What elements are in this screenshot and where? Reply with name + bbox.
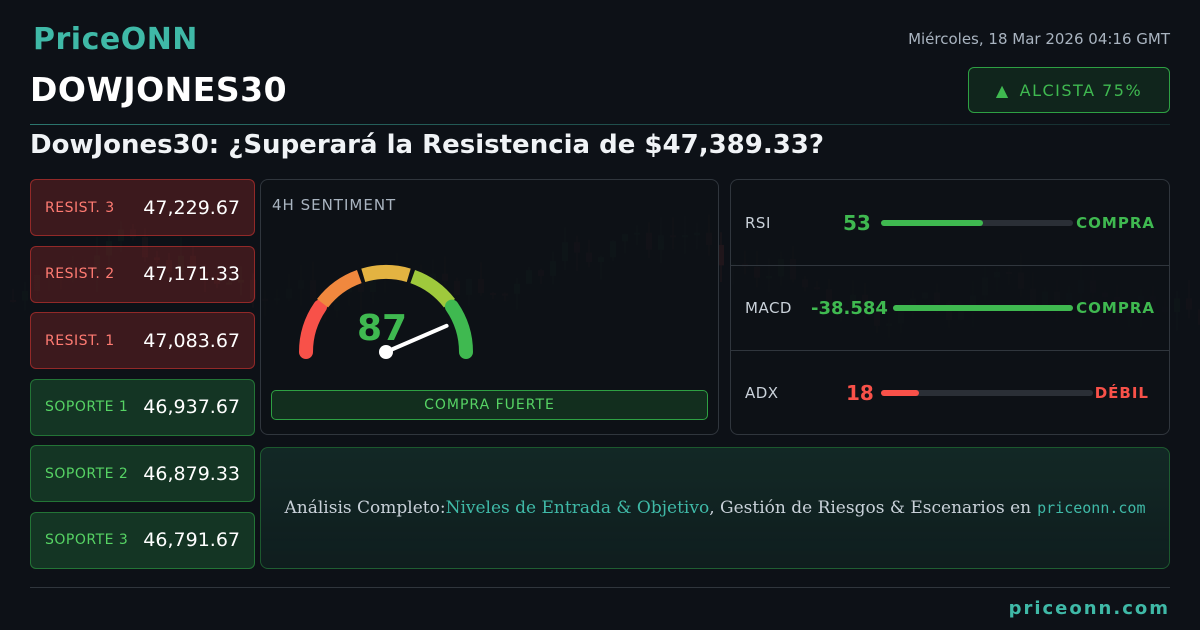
indicator-signal: COMPRA — [1076, 299, 1155, 317]
symbol-title: DOWJONES30 — [30, 70, 288, 109]
gauge-needle — [384, 323, 449, 354]
indicator-signal: DÉBIL — [1094, 384, 1149, 402]
level-value: 47,083.67 — [143, 329, 240, 352]
level-value: 46,937.67 — [143, 396, 240, 419]
gauge-segment — [316, 269, 362, 308]
cta-highlight: Niveles de Entrada & Objetivo — [445, 498, 710, 518]
indicator-signal: COMPRA — [1076, 213, 1155, 232]
level-name: RESIST. 3 — [45, 199, 115, 216]
level-resist-1: RESIST. 1 47,083.67 — [30, 312, 255, 370]
indicator-fill — [881, 390, 920, 396]
indicator-adx: ADX 18 DÉBIL — [731, 350, 1169, 435]
level-value: 46,791.67 — [143, 529, 240, 552]
indicator-rsi: RSI 53 COMPRA — [731, 180, 1169, 265]
indicator-value: 18 — [846, 381, 874, 405]
level-value: 47,171.33 — [143, 263, 240, 286]
sentiment-title: 4H SENTIMENT — [272, 196, 397, 214]
footer-divider — [30, 587, 1170, 588]
indicators-panel: RSI 53 COMPRA MACD -38.584 COMPRA ADX 18… — [730, 179, 1170, 435]
bias-label: ALCISTA 75% — [1019, 80, 1143, 100]
level-name: SOPORTE 2 — [45, 465, 129, 482]
sentiment-panel: 4H SENTIMENT 87 COMPRA FUERTE — [260, 179, 719, 435]
level-resist-2: RESIST. 2 47,171.33 — [30, 245, 255, 303]
level-value: 47,229.67 — [143, 196, 240, 219]
cta-middle: , Gestión de Riesgos & Escenarios en — [709, 498, 1032, 518]
level-value: 46,879.33 — [143, 462, 240, 485]
gauge-segment — [361, 265, 411, 283]
triangle-up-icon: ▲ — [995, 80, 1010, 100]
indicator-track — [881, 219, 1073, 226]
indicator-track — [881, 390, 1093, 396]
levels-list: RESIST. 3 47,229.67 RESIST. 2 47,171.33 … — [30, 179, 255, 579]
level-resist-3: RESIST. 3 47,229.67 — [30, 179, 255, 236]
cta-site-link[interactable]: priceonn.com — [1037, 499, 1146, 517]
cta-banner[interactable]: Análisis Completo: Niveles de Entrada & … — [260, 447, 1170, 569]
gauge-segment — [444, 299, 473, 359]
indicator-fill — [881, 219, 983, 226]
indicator-value: -38.584 — [811, 297, 888, 319]
headline: DowJones30: ¿Superará la Resistencia de … — [30, 130, 824, 160]
level-name: SOPORTE 1 — [45, 399, 129, 416]
level-support-3: SOPORTE 3 46,791.67 — [30, 511, 255, 569]
footer-site-link[interactable]: priceonn.com — [1008, 598, 1170, 619]
level-name: RESIST. 1 — [45, 332, 115, 349]
bias-badge: ▲ ALCISTA 75% — [968, 67, 1170, 113]
gauge-hub — [379, 345, 393, 359]
cta-prefix: Análisis Completo: — [284, 498, 446, 518]
header-divider — [30, 124, 1170, 125]
level-support-2: SOPORTE 2 46,879.33 — [30, 445, 255, 503]
indicator-macd: MACD -38.584 COMPRA — [731, 265, 1169, 350]
indicator-track — [893, 305, 1073, 311]
sentiment-label: COMPRA FUERTE — [271, 390, 708, 420]
sentiment-gauge — [299, 265, 473, 359]
sentiment-value: 87 — [357, 308, 408, 349]
brand-logo: PriceONN — [33, 22, 198, 57]
gauge-segment — [410, 269, 456, 308]
indicator-fill — [893, 305, 1073, 311]
gauge-segment — [299, 299, 328, 359]
indicator-value: 53 — [843, 210, 871, 235]
level-support-1: SOPORTE 1 46,937.67 — [30, 378, 255, 436]
level-name: SOPORTE 3 — [45, 532, 129, 549]
timestamp: Miércoles, 18 Mar 2026 04:16 GMT — [908, 30, 1170, 48]
indicator-name: MACD — [745, 299, 792, 317]
level-name: RESIST. 2 — [45, 266, 115, 283]
indicator-name: ADX — [745, 384, 779, 402]
indicator-name: RSI — [745, 213, 771, 232]
